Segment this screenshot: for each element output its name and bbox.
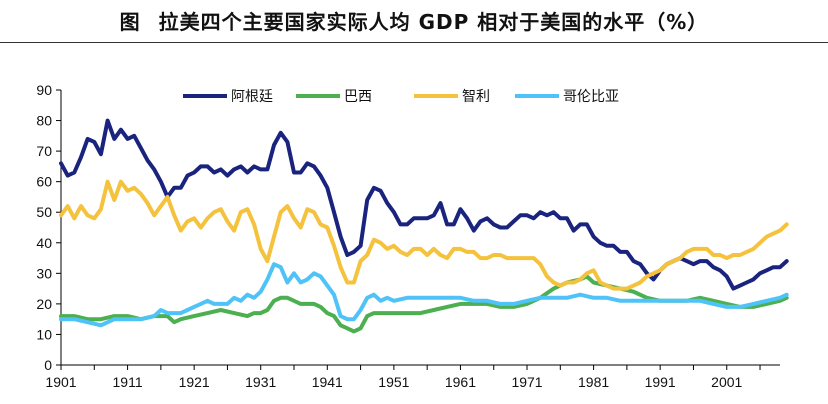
- series-line-4: [59, 262, 789, 328]
- title-text: 拉美四个主要国家实际人均 GDP 相对于美国的水平（%）: [158, 10, 709, 34]
- y-tick-label: 60: [36, 174, 52, 190]
- title-rule: [0, 42, 828, 43]
- legend-label-1: 阿根廷: [231, 89, 273, 105]
- x-tick-label: 1961: [445, 374, 476, 390]
- x-tick-label: 1911: [113, 374, 143, 390]
- x-tick-label: 1941: [312, 374, 343, 390]
- x-tick-label: 1981: [578, 374, 609, 390]
- x-tick-label: 1921: [179, 374, 210, 390]
- y-tick-label: 40: [36, 235, 52, 251]
- x-tick-label: 2001: [711, 374, 742, 390]
- y-tick-label: 70: [36, 143, 52, 159]
- series-line-2: [59, 274, 789, 334]
- y-tick-label: 80: [36, 113, 52, 129]
- x-tick-label: 1971: [511, 374, 542, 390]
- y-tick-label: 50: [36, 204, 52, 220]
- x-tick-label: 1901: [45, 374, 76, 390]
- legend-label-4: 哥伦比亚: [563, 89, 619, 105]
- y-tick-label: 90: [36, 82, 52, 98]
- chart-title: 图拉美四个主要国家实际人均 GDP 相对于美国的水平（%）: [0, 6, 828, 35]
- x-tick-label: 1991: [645, 374, 676, 390]
- y-tick-label: 10: [36, 326, 52, 342]
- figure-label: 图: [119, 10, 141, 34]
- x-tick-label: 1931: [245, 374, 276, 390]
- x-tick-label: 1951: [378, 374, 409, 390]
- y-tick-label: 20: [36, 296, 52, 312]
- y-tick-label: 30: [36, 265, 52, 281]
- legend-label-3: 智利: [462, 89, 490, 105]
- legend-label-2: 巴西: [344, 89, 372, 105]
- series-line-3: [59, 179, 789, 291]
- y-tick-label: 0: [44, 357, 52, 373]
